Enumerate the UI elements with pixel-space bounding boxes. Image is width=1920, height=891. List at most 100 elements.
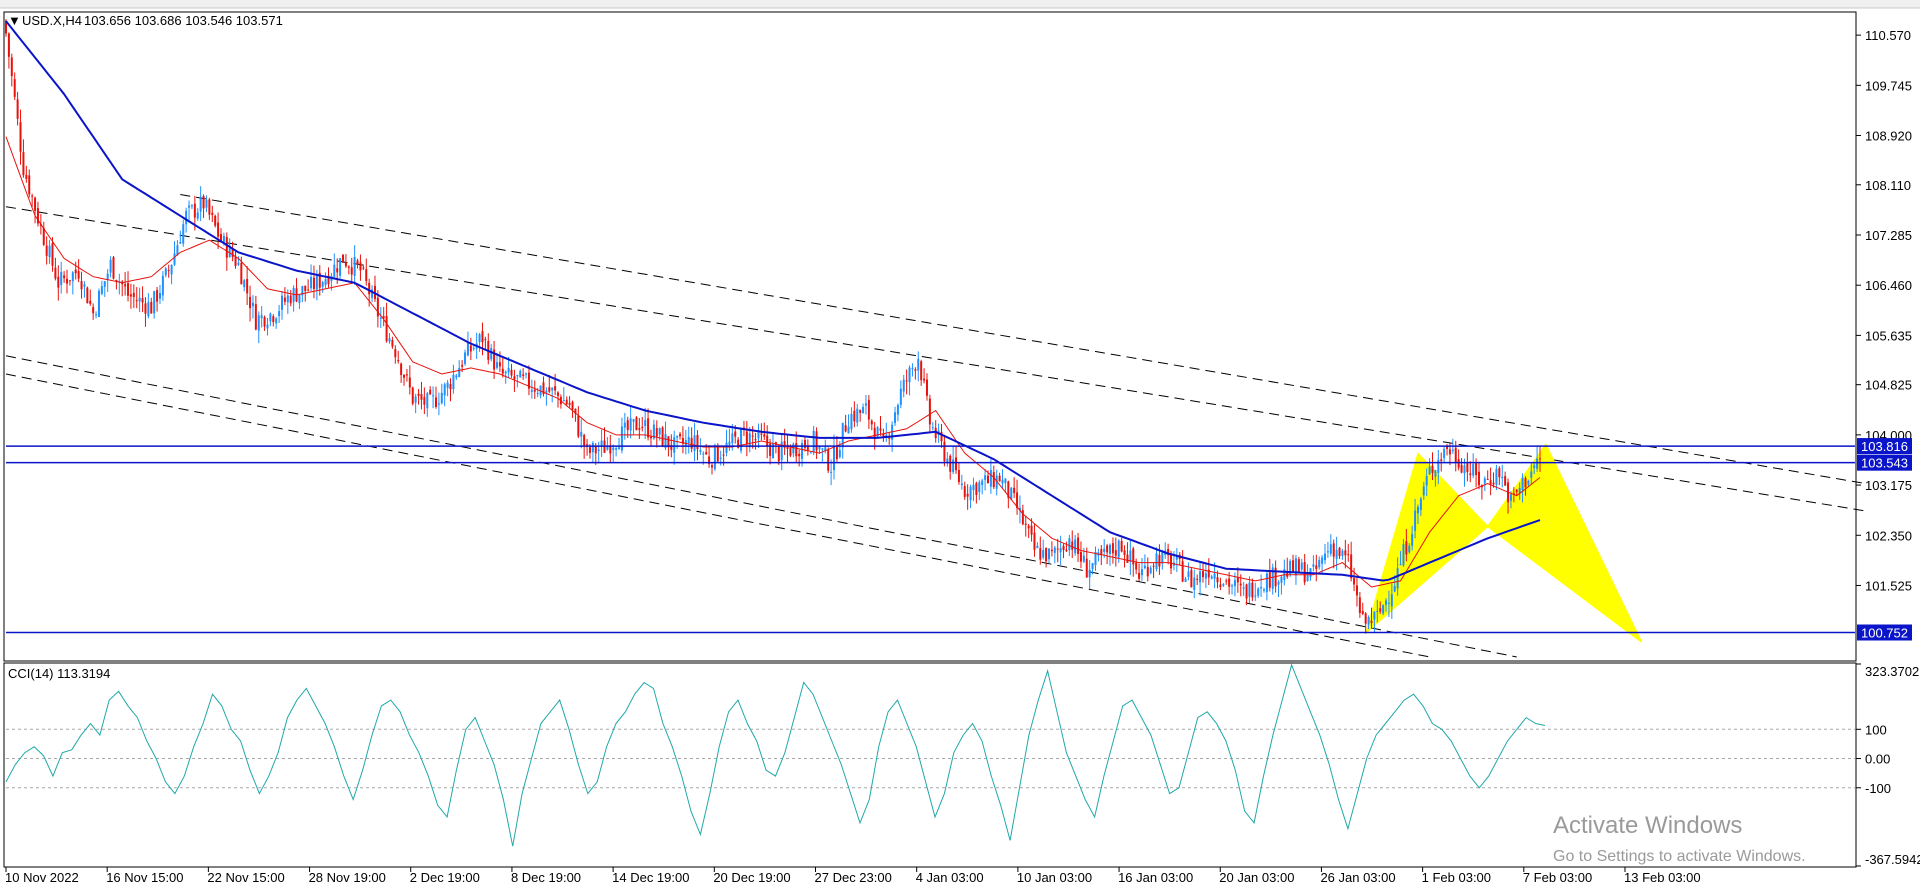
candle-bull <box>1155 553 1158 570</box>
level-price-tag <box>1857 624 1912 641</box>
candle-bear <box>1515 489 1518 492</box>
channel-line-4[interactable] <box>5 355 1517 658</box>
candle-bear <box>641 426 644 428</box>
price-tick-label: 101.525 <box>1865 578 1912 593</box>
candle-bear <box>681 438 684 444</box>
candle-bear <box>1027 525 1030 529</box>
candle-bear <box>469 345 472 352</box>
candle-bull <box>644 420 647 427</box>
candle-bear <box>77 271 80 279</box>
candle-bull <box>862 407 865 414</box>
candle-bear <box>240 262 243 285</box>
candle-bear <box>1431 465 1434 473</box>
channel-line-2[interactable] <box>180 194 1866 485</box>
cci-pane[interactable] <box>3 662 1857 868</box>
channel-line-3[interactable] <box>5 373 1430 658</box>
candle-bear <box>1050 549 1053 552</box>
candle-bull <box>1367 617 1370 625</box>
time-tick-label: 22 Nov 15:00 <box>207 870 284 885</box>
candle-bull <box>1143 565 1146 569</box>
channel-line-1[interactable] <box>5 206 1866 512</box>
candle-bear <box>1225 580 1228 582</box>
level-price-tag <box>1857 454 1912 471</box>
candle-bear <box>1492 482 1495 485</box>
candle-bull <box>1425 475 1428 486</box>
candle-bull <box>1001 479 1004 484</box>
candle-bear <box>766 435 769 446</box>
candle-bear <box>1332 543 1335 557</box>
candle-bull <box>138 297 141 302</box>
candle-bear <box>362 267 365 269</box>
candle-bull <box>1042 550 1045 558</box>
candle-bear <box>1146 566 1149 577</box>
candle-bull <box>1059 547 1062 553</box>
time-tick-label: 7 Feb 03:00 <box>1523 870 1592 885</box>
candle-bear <box>307 289 310 291</box>
candle-bull <box>693 435 696 451</box>
chart-menu-glyph[interactable]: ▼ <box>8 13 21 28</box>
candle-bear <box>577 415 580 437</box>
candle-bear <box>1286 570 1289 577</box>
candle-bear <box>533 389 536 392</box>
candle-bull <box>103 281 106 287</box>
candle-bear <box>905 380 908 382</box>
candle-bull <box>931 427 934 429</box>
candle-bull <box>847 426 850 434</box>
candle-bear <box>649 436 652 439</box>
candle-bear <box>1135 562 1138 570</box>
candle-bull <box>478 334 481 342</box>
candle-bear <box>10 57 13 77</box>
trend-channel-lines[interactable] <box>5 194 1866 658</box>
candle-bear <box>955 457 958 471</box>
candle-bear <box>193 203 196 218</box>
candle-bull <box>673 437 676 453</box>
candle-bull <box>1373 611 1376 620</box>
candle-bear <box>318 272 321 288</box>
candle-bull <box>902 379 905 392</box>
candle-bull <box>702 453 705 455</box>
candle-bull <box>1399 563 1402 565</box>
candle-bear <box>214 215 217 226</box>
symbol-label: USD.X,H4 <box>22 13 82 28</box>
candle-bear <box>594 446 597 454</box>
candle-bull <box>1048 548 1051 560</box>
candle-bear <box>344 262 347 267</box>
candle-bear <box>1120 541 1123 552</box>
candle-bear <box>1251 582 1254 598</box>
candle-bear <box>400 363 403 376</box>
candle-bull <box>199 196 202 212</box>
candle-bull <box>1321 557 1324 564</box>
candle-bull <box>339 258 342 276</box>
candle-bull <box>824 447 827 452</box>
pattern-base-line[interactable] <box>1365 524 1643 643</box>
candle-bull <box>864 403 867 406</box>
candle-bull <box>443 384 446 396</box>
candle-bull <box>562 400 565 402</box>
candle-bull <box>1117 540 1120 558</box>
candle-bull <box>1390 594 1393 607</box>
candle-bear <box>208 199 211 215</box>
candle-bear <box>940 431 943 442</box>
candle-bear <box>835 446 838 460</box>
price-tick-label: 103.175 <box>1865 478 1912 493</box>
candle-bear <box>211 212 214 215</box>
candle-bull <box>896 404 899 415</box>
candle-bear <box>763 434 766 437</box>
candle-bull <box>1324 553 1327 561</box>
horizontal-levels[interactable]: 103.816 103.543 100.752 <box>6 438 1912 641</box>
candle-bull <box>260 315 263 319</box>
candle-bull <box>830 471 833 473</box>
candle-bull <box>1294 558 1297 576</box>
candle-bear <box>1033 532 1036 550</box>
candle-bull <box>100 286 103 294</box>
price-tick-label: 108.110 <box>1865 178 1911 193</box>
candle-bear <box>1132 548 1135 565</box>
candle-bull <box>597 449 600 451</box>
time-tick-label: 14 Dec 19:00 <box>612 870 689 885</box>
candle-bull <box>97 290 100 318</box>
candle-bear <box>365 269 368 282</box>
candle-bear <box>803 439 806 448</box>
candle-bear <box>1448 449 1451 455</box>
candle-bear <box>588 447 591 453</box>
